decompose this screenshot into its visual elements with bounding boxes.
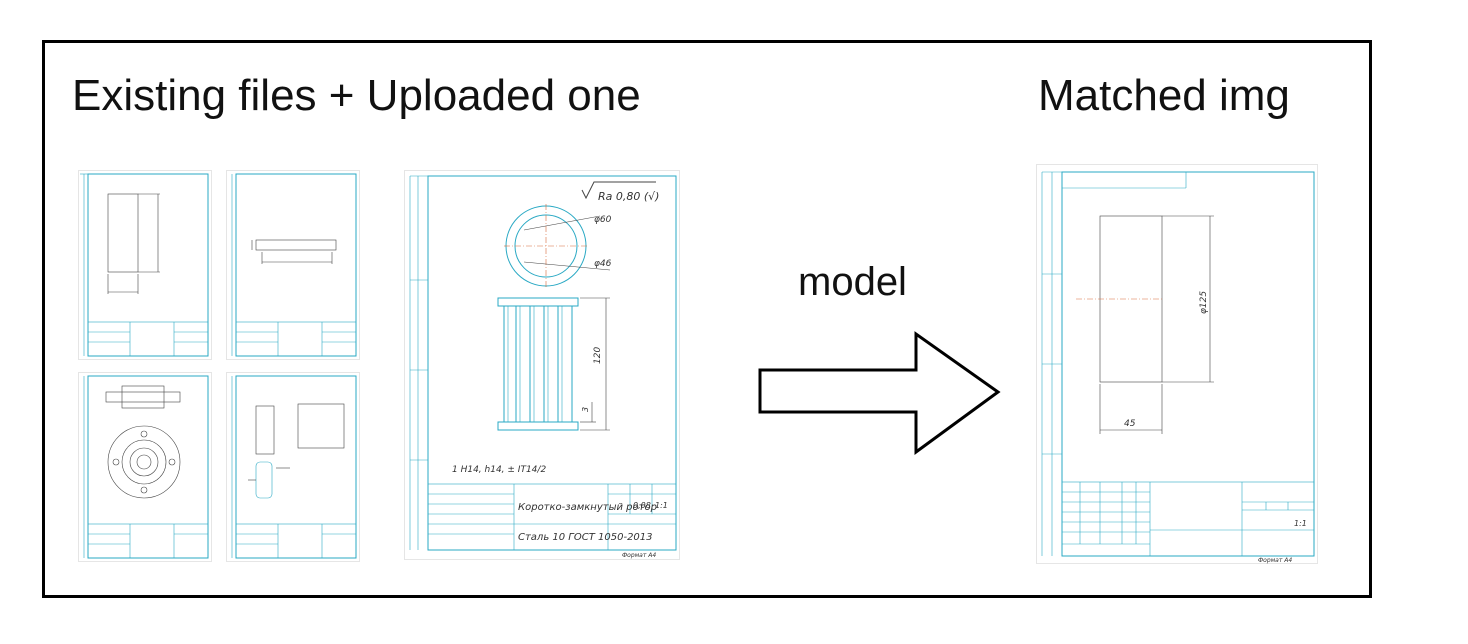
matched-width-text: 45 [1124,419,1136,429]
existing-drawing-1 [78,170,212,360]
existing-drawing-2 [226,170,360,360]
existing-drawing-3 [78,372,212,562]
existing-drawing-4 [226,372,360,562]
scale-text: 1:1 [655,501,668,510]
small-dim-text: 3 [581,407,590,412]
tolerance-text: 1 H14, h14, ± IT14/2 [452,465,546,475]
mass-text: 0,08 [633,501,651,510]
uploaded-drawing: Ra 0,80 (√) φ60 φ46 120 3 1 H14, h14, ± … [404,170,680,560]
diam-outer-text: φ60 [594,215,612,225]
matched-img-label: Matched img [1038,71,1290,120]
model-label: model [798,260,907,304]
diam-inner-text: φ46 [594,259,612,269]
matched-format-text: Формат А4 [1258,557,1292,564]
model-arrow [758,331,1001,455]
format-text: Формат А4 [622,552,656,559]
roughness-text: Ra 0,80 (√) [598,190,659,203]
existing-files-label: Existing files + Uploaded one [72,71,641,120]
title-name-text: Коротко-замкнутый ротор [518,502,657,513]
diagram-frame [42,40,1372,598]
matched-drawing: φ125 45 1:1 Формат А4 [1036,164,1318,564]
matched-diam-text: φ125 [1199,291,1209,314]
material-text: Сталь 10 ГОСТ 1050-2013 [518,532,653,543]
length-text: 120 [593,347,603,364]
matched-scale-text: 1:1 [1294,519,1307,528]
